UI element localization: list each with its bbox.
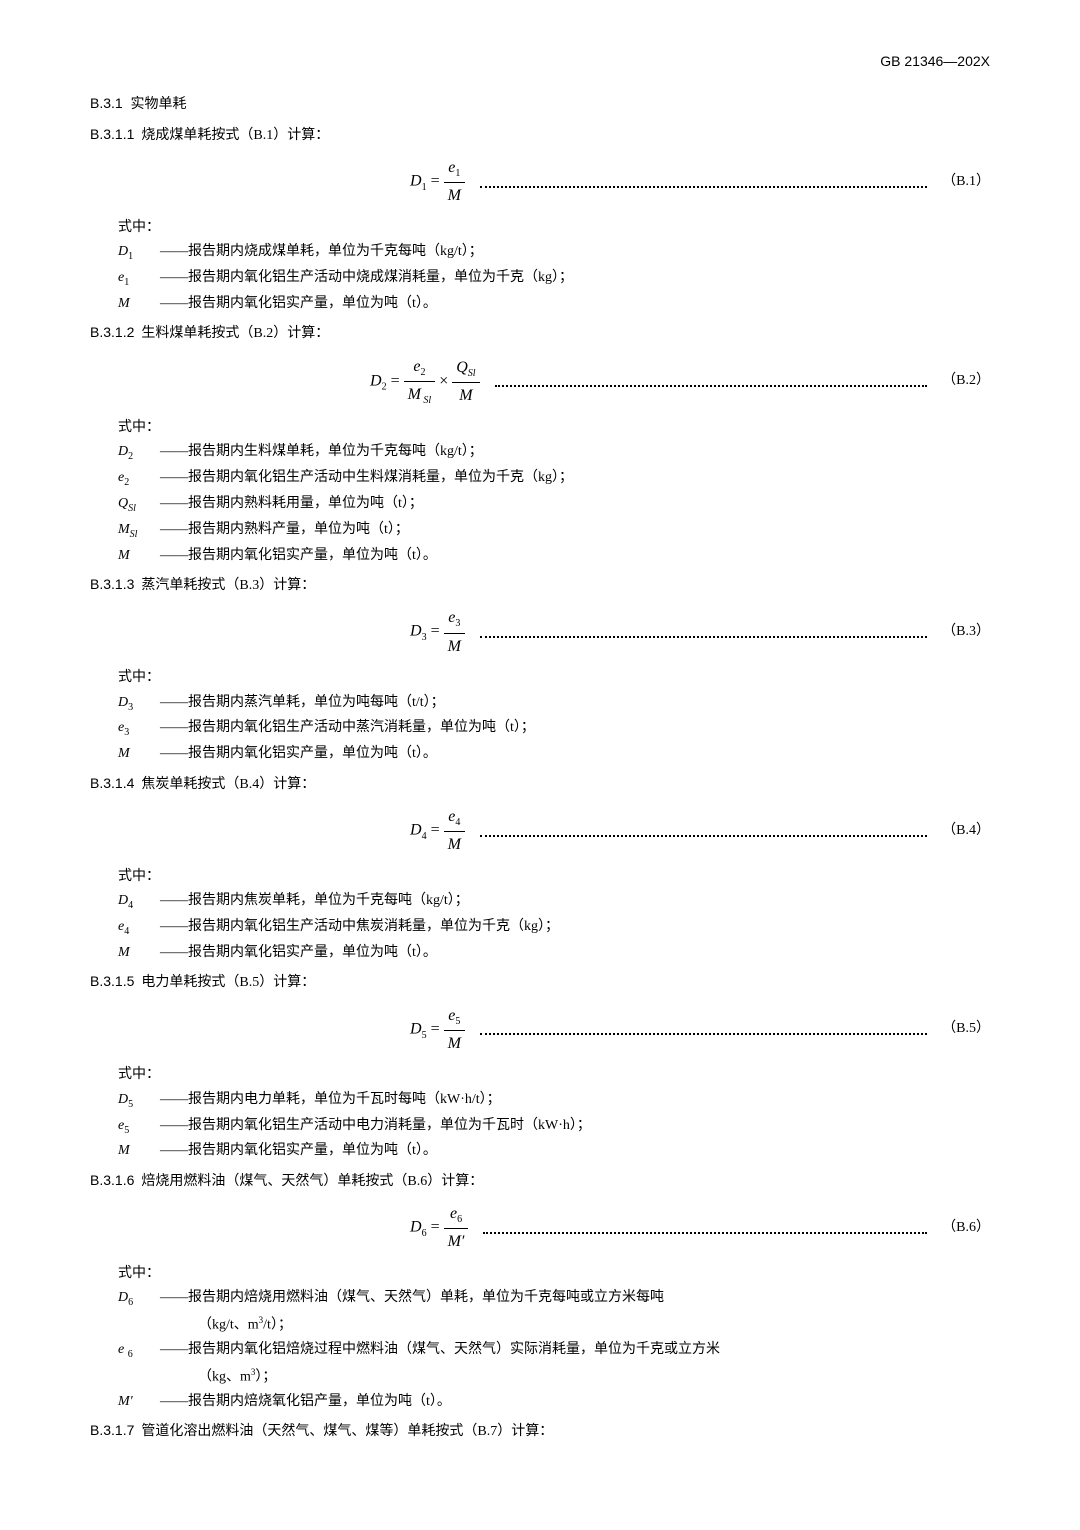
formula-b5: D5 = e5M （B.5） [90,1003,990,1057]
eq-number: （B.1） [942,171,990,193]
subsection-b316: B.3.1.6 焙烧用燃料油（煤气、天然气）单耗按式（B.6）计算： [90,1169,990,1193]
formula-expr: D1 = e1M [410,155,465,209]
where-label: 式中： [118,1064,990,1086]
sub-text: 生料煤单耗按式（B.2）计算： [141,326,329,341]
where-label: 式中： [118,1263,990,1285]
section-num: B.3.1 [90,95,123,111]
definitions-b4: D4——报告期内焦炭单耗，单位为千克每吨（kg/t）； e4——报告期内氧化铝生… [118,890,990,964]
definitions-b1: D1——报告期内烧成煤单耗，单位为千克每吨（kg/t）； e1——报告期内氧化铝… [118,241,990,315]
def-text: ——报告期内氧化铝生产活动中生料煤消耗量，单位为千克（kg）； [160,467,990,491]
subsection-b315: B.3.1.5 电力单耗按式（B.5）计算： [90,970,990,994]
subsection-b311: B.3.1.1 烧成煤单耗按式（B.1）计算： [90,123,990,147]
def-text: ——报告期内氧化铝实产量，单位为吨（t）。 [160,293,990,315]
def-text: ——报告期内烧成煤单耗，单位为千克每吨（kg/t）； [160,241,990,265]
subsection-b317: B.3.1.7 管道化溶出燃料油（天然气、煤气、煤等）单耗按式（B.7）计算： [90,1419,990,1443]
def-text: ——报告期内氧化铝生产活动中烧成煤消耗量，单位为千克（kg）； [160,267,990,291]
definitions-b3: D3——报告期内蒸汽单耗，单位为吨每吨（t/t）； e3——报告期内氧化铝生产活… [118,692,990,766]
formula-b6: D6 = e6M′ （B.6） [90,1201,990,1255]
definitions-b2: D2——报告期内生料煤单耗，单位为千克每吨（kg/t）； e2——报告期内氧化铝… [118,441,990,567]
definitions-b5: D5——报告期内电力单耗，单位为千瓦时每吨（kW·h/t）； e5——报告期内氧… [118,1089,990,1163]
formula-b1: D1 = e1M （B.1） [90,155,990,209]
subsection-b312: B.3.1.2 生料煤单耗按式（B.2）计算： [90,321,990,345]
dots [480,176,927,188]
def-text: ——报告期内熟料耗用量，单位为吨（t）； [160,493,990,517]
eq-number: （B.2） [942,370,990,392]
formula-expr: D2 = e2M Sl × QSlM [370,354,480,409]
where-label: 式中： [118,417,990,439]
formula-b3: D3 = e3M （B.3） [90,605,990,659]
formula-b4: D4 = e4M （B.4） [90,804,990,858]
doc-header: GB 21346—202X [90,50,990,72]
where-label: 式中： [118,866,990,888]
section-title-text: 实物单耗 [130,95,186,111]
def-text: ——报告期内生料煤单耗，单位为千克每吨（kg/t）； [160,441,990,465]
dots [495,375,928,387]
sub-num: B.3.1.2 [90,324,134,340]
sub-num: B.3.1.1 [90,126,134,142]
subsection-b313: B.3.1.3 蒸汽单耗按式（B.3）计算： [90,573,990,597]
subsection-b314: B.3.1.4 焦炭单耗按式（B.4）计算： [90,772,990,796]
section-b31: B.3.1 实物单耗 [90,92,990,114]
formula-b2: D2 = e2M Sl × QSlM （B.2） [90,354,990,409]
def-text: ——报告期内熟料产量，单位为吨（t）； [160,519,990,543]
definitions-b6: D6——报告期内焙烧用燃料油（煤气、天然气）单耗，单位为千克每吨或立方米每吨 （… [118,1287,990,1413]
where-label: 式中： [118,667,990,689]
where-label: 式中： [118,217,990,239]
sub-text: 烧成煤单耗按式（B.1）计算： [141,128,329,143]
def-text: ——报告期内氧化铝实产量，单位为吨（t）。 [160,545,990,567]
